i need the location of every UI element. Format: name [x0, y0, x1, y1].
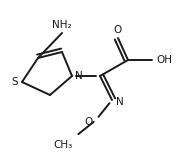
Text: NH₂: NH₂	[52, 20, 72, 30]
Text: OH: OH	[156, 55, 172, 65]
Text: N: N	[75, 71, 83, 81]
Text: O: O	[114, 25, 122, 35]
Text: S: S	[11, 77, 18, 87]
Text: CH₃: CH₃	[54, 140, 73, 150]
Text: N: N	[116, 97, 124, 107]
Text: O: O	[85, 117, 93, 127]
